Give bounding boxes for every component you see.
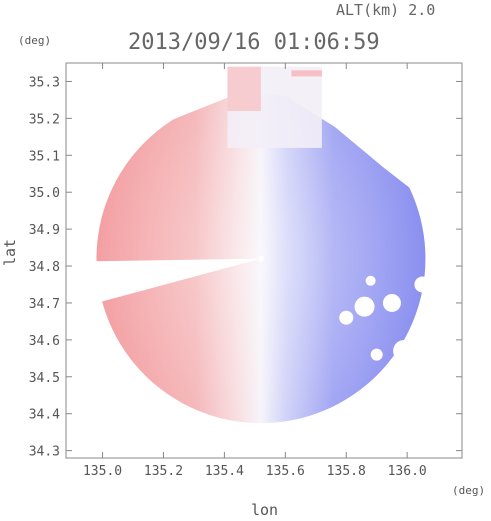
y-axis-title: lat	[1, 239, 19, 266]
y-tick-label: 35.2	[29, 112, 60, 127]
echo-gap	[382, 293, 401, 312]
echo-gap	[365, 275, 376, 286]
x-tick-label: 136.0	[388, 464, 427, 479]
echo-gap	[393, 339, 416, 362]
echo-gap	[428, 323, 447, 342]
x-tick-label: 135.6	[266, 464, 305, 479]
y-tick-label: 35.1	[29, 149, 60, 164]
void-region-northwest	[66, 63, 252, 176]
y-tick-label: 35.3	[29, 75, 60, 90]
y-axis-unit: (deg)	[18, 34, 51, 47]
x-tick-label: 135.8	[327, 464, 366, 479]
x-tick-label: 135.4	[205, 464, 244, 479]
plot-frame	[65, 62, 463, 459]
y-tick-label: 34.3	[29, 445, 60, 460]
y-tick-label: 34.5	[29, 371, 60, 386]
altitude-label: ALT(km) 2.0	[336, 1, 435, 19]
y-tick-label: 34.4	[29, 408, 60, 423]
y-tick-label: 35.0	[29, 186, 60, 201]
radar-velocity-field	[66, 63, 459, 424]
x-axis-title: lon	[251, 501, 278, 519]
north-echo-patch-east	[291, 70, 322, 77]
echo-gap	[354, 296, 375, 317]
x-tick-label: 135.2	[144, 464, 183, 479]
echo-gap	[339, 310, 354, 325]
echo-gap	[414, 276, 431, 293]
x-tick-label: 135.0	[83, 464, 122, 479]
y-tick-label: 34.9	[29, 223, 60, 238]
radar-site-marker	[257, 255, 264, 262]
north-echo-patch	[227, 66, 261, 111]
echo-gap	[370, 348, 383, 361]
y-tick-label: 34.6	[29, 334, 60, 349]
no-echo-sector	[66, 258, 261, 312]
chart-title-timestamp: 2013/09/16 01:06:59	[128, 30, 380, 55]
y-tick-label: 34.8	[29, 260, 60, 275]
x-axis-unit: (deg)	[452, 484, 485, 497]
y-axis-ticks: 34.3 34.4 34.5 34.6 34.7 34.8 34.9 35.0 35.1 35.2…	[29, 75, 462, 460]
y-tick-label: 34.7	[29, 297, 60, 312]
x-axis-ticks: 135.0 135.2 135.4 135.6 135.8 136.0	[83, 63, 427, 479]
